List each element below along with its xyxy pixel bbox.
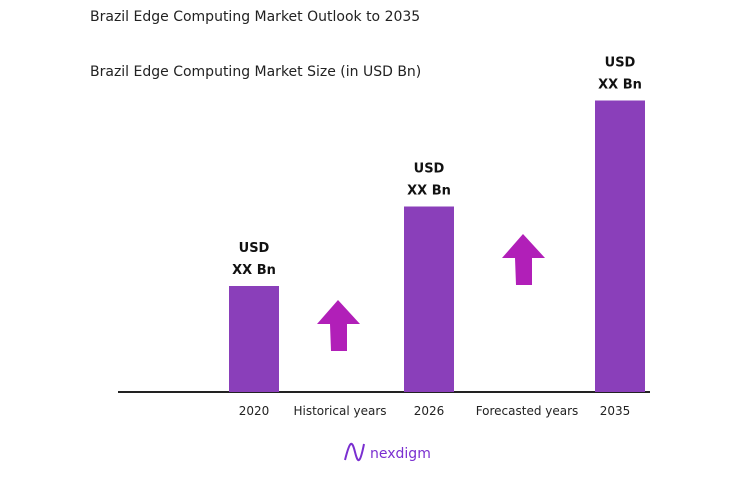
period-label-forecast: Forecasted years	[476, 404, 579, 418]
x-tick-label: 2020	[239, 404, 270, 418]
data-label-line2: XX Bn	[407, 184, 451, 199]
growth-arrow-icon	[502, 234, 545, 285]
data-label-line1: USD	[239, 241, 270, 256]
data-label-line2: XX Bn	[598, 78, 642, 93]
bar-2035	[595, 100, 645, 392]
chart-subtitle: Brazil Edge Computing Market Size (in US…	[90, 64, 422, 80]
period-label-historical: Historical years	[293, 404, 386, 418]
data-label-line1: USD	[414, 162, 445, 177]
chart-title: Brazil Edge Computing Market Outlook to …	[90, 9, 421, 25]
nexdigm-logo-icon	[344, 442, 365, 462]
bar-2020	[229, 286, 279, 392]
bar-2026	[404, 206, 454, 392]
x-tick-label: 2026	[414, 404, 445, 418]
data-label-line2: XX Bn	[232, 263, 276, 278]
brand-name: nexdigm	[370, 446, 431, 462]
data-label-line1: USD	[605, 56, 636, 71]
x-tick-label: 2035	[600, 404, 631, 418]
growth-arrow-icon	[317, 300, 360, 351]
